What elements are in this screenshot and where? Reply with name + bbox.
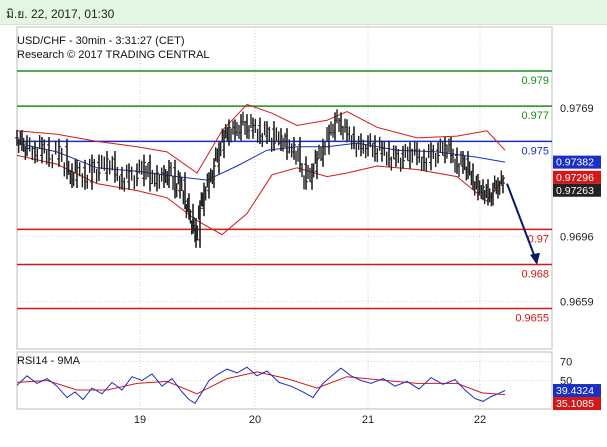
date-text: มิ.ย. 22, 2017, 01:30	[6, 7, 115, 21]
level-label: 0.977	[521, 110, 549, 122]
rsi-tag-label: 35.1085	[556, 398, 594, 410]
rsi-tag-label: 39.4324	[556, 385, 594, 397]
forecast-arrowhead	[530, 252, 540, 265]
bollinger-upper-line	[16, 103, 506, 174]
y-tick-label: 0.9696	[560, 231, 594, 243]
level-label: 0.979	[521, 75, 549, 87]
price-tag-label: 0.97263	[556, 185, 594, 197]
price-panel-frame	[16, 26, 553, 350]
rsi-tag	[553, 397, 601, 411]
price-tag	[553, 183, 601, 197]
rsi-tag	[553, 384, 601, 398]
price-tag	[553, 155, 601, 169]
chart-subtitle: Research © 2017 TRADING CENTRAL	[17, 49, 210, 61]
level-label: 0.975	[521, 145, 549, 157]
forecast-arrow	[506, 183, 538, 264]
level-label: 0.9655	[515, 313, 549, 325]
price-tag-label: 0.97296	[556, 172, 594, 184]
chart-header-bar: มิ.ย. 22, 2017, 01:30	[0, 0, 607, 25]
rsi-ma-line	[16, 371, 506, 396]
y-tick-label: 0.9659	[560, 296, 594, 308]
y-tick-label: 0.9769	[560, 103, 594, 115]
x-tick-label: 22	[474, 414, 486, 426]
x-tick-label: 21	[362, 414, 374, 426]
chart-title: USD/CHF - 30min - 3:31:27 (CET)	[17, 35, 184, 47]
rsi-title: RSI14 - 9MA	[17, 355, 81, 367]
price-tag	[553, 170, 601, 184]
rsi-line	[16, 366, 506, 404]
price-tag-label: 0.97382	[556, 157, 594, 169]
x-tick-label: 20	[249, 414, 261, 426]
level-label: 0.968	[521, 269, 549, 281]
rsi-tick-label: 70	[560, 357, 572, 369]
level-label: 0.97	[528, 233, 549, 245]
x-tick-label: 19	[134, 414, 146, 426]
